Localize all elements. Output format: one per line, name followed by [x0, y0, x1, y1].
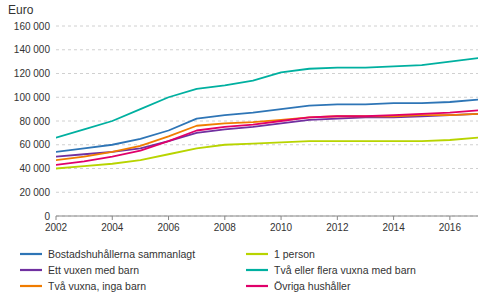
series-line: [56, 58, 478, 138]
x-tick-label: 2012: [326, 222, 349, 233]
legend-label: Två eller flera vuxna med barn: [274, 264, 416, 276]
legend-swatch: [246, 253, 268, 255]
grid-line: [56, 144, 478, 145]
y-tick-label: 120 000: [14, 68, 51, 79]
legend-swatch: [20, 285, 42, 287]
legend-swatch: [246, 269, 268, 271]
x-tick-label: 2008: [214, 222, 237, 233]
x-tick: [56, 216, 57, 220]
y-tick-label: 40 000: [19, 163, 50, 174]
legend-swatch: [20, 269, 42, 271]
legend-label: Övriga hushåller: [274, 280, 351, 292]
grid-line: [56, 26, 478, 27]
grid-line: [56, 49, 478, 50]
x-tick: [224, 216, 225, 220]
y-tick-label: 140 000: [14, 44, 51, 55]
x-tick: [449, 216, 450, 220]
x-tick-label: 2006: [157, 222, 180, 233]
x-tick-label: 2016: [439, 222, 462, 233]
legend-label: Ett vuxen med barn: [48, 264, 139, 276]
series-line: [56, 138, 478, 169]
x-tick-label: 2004: [101, 222, 124, 233]
chart: Euro 0 20 000 40 000 60 000 80 000 100 000 120 …: [0, 0, 492, 302]
series-line: [56, 110, 478, 165]
x-tick: [393, 216, 394, 220]
y-tick-label: 60 000: [19, 139, 50, 150]
legend-label: 1 person: [274, 248, 315, 260]
grid: [56, 26, 478, 216]
grid-line: [56, 73, 478, 74]
x-tick: [168, 216, 169, 220]
grid-line: [56, 192, 478, 193]
x-tick: [281, 216, 282, 220]
legend-swatch: [246, 285, 268, 287]
x-tick-label: 2002: [45, 222, 68, 233]
y-tick-label: 20 000: [19, 187, 50, 198]
series-line: [56, 114, 478, 160]
legend-label: Två vuxna, inga barn: [48, 280, 146, 292]
grid-line: [56, 97, 478, 98]
y-tick-label: 0: [44, 211, 50, 222]
y-tick-label: 80 000: [19, 116, 50, 127]
x-axis-line: [56, 216, 478, 217]
x-tick-label: 2010: [270, 222, 293, 233]
series-lines: [56, 58, 478, 168]
x-tick: [337, 216, 338, 220]
grid-line: [56, 168, 478, 169]
grid-line: [56, 216, 478, 217]
y-tick-label: 160 000: [14, 21, 51, 32]
x-tick-label: 2014: [382, 222, 405, 233]
y-axis-label: Euro: [8, 3, 34, 17]
y-tick-label: 100 000: [14, 92, 51, 103]
legend: Bostadshuhållerna sammanlagt 1 person Ett …: [20, 248, 416, 292]
legend-label: Bostadshuhållerna sammanlagt: [48, 248, 195, 260]
x-tick: [112, 216, 113, 220]
legend-swatch: [20, 253, 42, 255]
